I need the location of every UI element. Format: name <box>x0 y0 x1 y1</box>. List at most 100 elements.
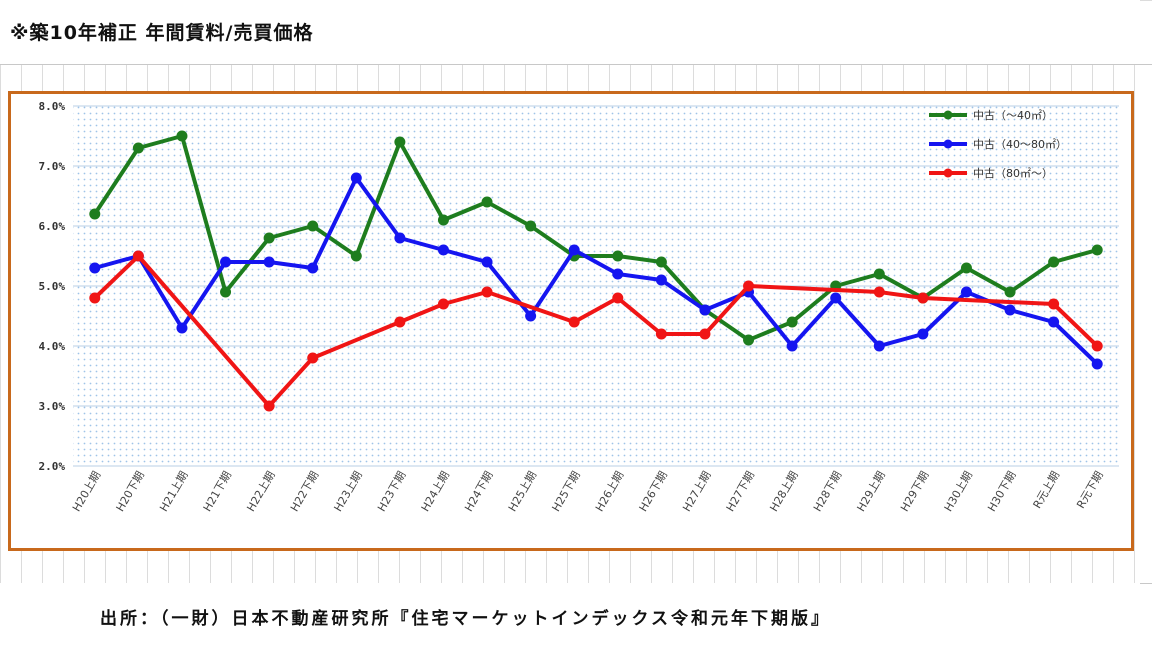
x-tick-label: H20下期 <box>114 469 147 514</box>
data-point <box>307 220 319 232</box>
data-point <box>1048 256 1060 268</box>
data-point <box>699 328 711 340</box>
data-point <box>176 130 188 142</box>
data-point <box>786 340 798 352</box>
legend-entry: 中古（80㎡～） <box>973 167 1053 180</box>
data-point <box>612 268 624 280</box>
data-point <box>437 244 449 256</box>
data-point <box>1048 316 1060 328</box>
data-point <box>481 256 493 268</box>
legend-entry: 中古（40～80㎡） <box>973 138 1067 151</box>
data-point <box>437 214 449 226</box>
x-tick-label: H29上期 <box>854 469 887 514</box>
x-tick-label: H23下期 <box>375 469 408 514</box>
x-tick-label: H21下期 <box>201 469 234 514</box>
x-tick-label: H29下期 <box>898 469 931 514</box>
series-line-1 <box>93 134 1098 342</box>
data-point <box>568 244 580 256</box>
page-title: ※築10年補正 年間賃料/売買価格 <box>10 22 314 44</box>
data-point <box>655 274 667 286</box>
data-point <box>437 298 449 310</box>
data-point <box>960 286 972 298</box>
y-tick-label: 4.0% <box>39 340 66 353</box>
x-tick-label: H28上期 <box>767 469 800 514</box>
data-point <box>873 286 885 298</box>
series-line-3 <box>93 254 1099 408</box>
data-point <box>917 292 929 304</box>
series-line-2 <box>94 176 1099 366</box>
legend-marker <box>943 168 953 178</box>
legend-marker <box>943 110 953 120</box>
data-point <box>830 292 842 304</box>
source-note: 出所：（一財）日本不動産研究所『住宅マーケットインデックス令和元年下期版』 <box>100 609 831 629</box>
data-point <box>350 172 362 184</box>
x-tick-label: H20上期 <box>70 469 103 514</box>
x-tick-label: H22下期 <box>288 469 321 514</box>
data-point <box>525 310 537 322</box>
x-tick-label: H23上期 <box>331 469 364 514</box>
data-point <box>307 352 319 364</box>
data-point <box>743 280 755 292</box>
x-tick-label: H21上期 <box>157 469 190 514</box>
data-point <box>960 262 972 274</box>
line-chart: 8.0% 7.0% 6.0% 5.0% 4.0% 3.0% 2.0% H20上期 H20下期 H… <box>39 100 1119 514</box>
x-tick-label: H28下期 <box>811 469 844 514</box>
data-point <box>1048 298 1060 310</box>
data-point <box>132 142 144 154</box>
data-point <box>1004 304 1016 316</box>
legend-entry: 中古（～40㎡） <box>973 109 1053 122</box>
data-point <box>394 232 406 244</box>
chart-frame[interactable]: 8.0% 7.0% 6.0% 5.0% 4.0% 3.0% 2.0% H20上期 H20下期 H… <box>8 91 1134 551</box>
data-point <box>612 292 624 304</box>
data-point <box>89 292 101 304</box>
data-point <box>873 268 885 280</box>
data-point <box>132 250 144 262</box>
data-point <box>394 316 406 328</box>
sheet-footer-band <box>0 583 1140 647</box>
data-point <box>873 340 885 352</box>
x-tick-label: H25上期 <box>506 469 539 514</box>
y-tick-label: 5.0% <box>39 280 66 293</box>
data-point <box>263 256 275 268</box>
data-point <box>220 286 232 298</box>
y-tick-label: 8.0% <box>39 100 66 113</box>
data-point <box>89 262 101 274</box>
data-point <box>699 304 711 316</box>
x-tick-label: H24下期 <box>462 469 495 514</box>
data-point <box>89 208 101 220</box>
data-point <box>525 220 537 232</box>
data-point <box>263 232 275 244</box>
x-tick-label: H30上期 <box>942 469 975 514</box>
y-tick-label: 6.0% <box>39 220 66 233</box>
x-tick-label: R元上期 <box>1031 469 1063 511</box>
legend-marker <box>943 139 953 149</box>
data-point <box>1091 358 1103 370</box>
y-tick-label: 7.0% <box>39 160 66 173</box>
data-point <box>263 400 275 412</box>
data-point <box>1004 286 1016 298</box>
x-tick-label: H26上期 <box>593 469 626 514</box>
sheet-row-line <box>0 64 1152 65</box>
data-point <box>655 328 667 340</box>
data-point <box>394 136 406 148</box>
data-point <box>655 256 667 268</box>
data-point <box>1091 340 1103 352</box>
data-point <box>481 286 493 298</box>
x-tick-label: H26下期 <box>637 469 670 514</box>
x-tick-label: H27上期 <box>680 469 713 514</box>
data-point <box>786 316 798 328</box>
x-tick-label: H24上期 <box>419 469 452 514</box>
data-point <box>176 322 188 334</box>
x-tick-label: H25下期 <box>549 469 582 514</box>
data-point <box>568 316 580 328</box>
data-point <box>1091 244 1103 256</box>
x-tick-label: H22上期 <box>244 469 277 514</box>
data-point <box>743 334 755 346</box>
x-tick-label: R元下期 <box>1074 469 1106 511</box>
data-point <box>917 328 929 340</box>
data-point <box>481 196 493 208</box>
x-tick-label: H30下期 <box>985 469 1018 514</box>
data-point <box>307 262 319 274</box>
y-tick-label: 2.0% <box>39 460 66 473</box>
sheet-header-band <box>0 0 1140 64</box>
